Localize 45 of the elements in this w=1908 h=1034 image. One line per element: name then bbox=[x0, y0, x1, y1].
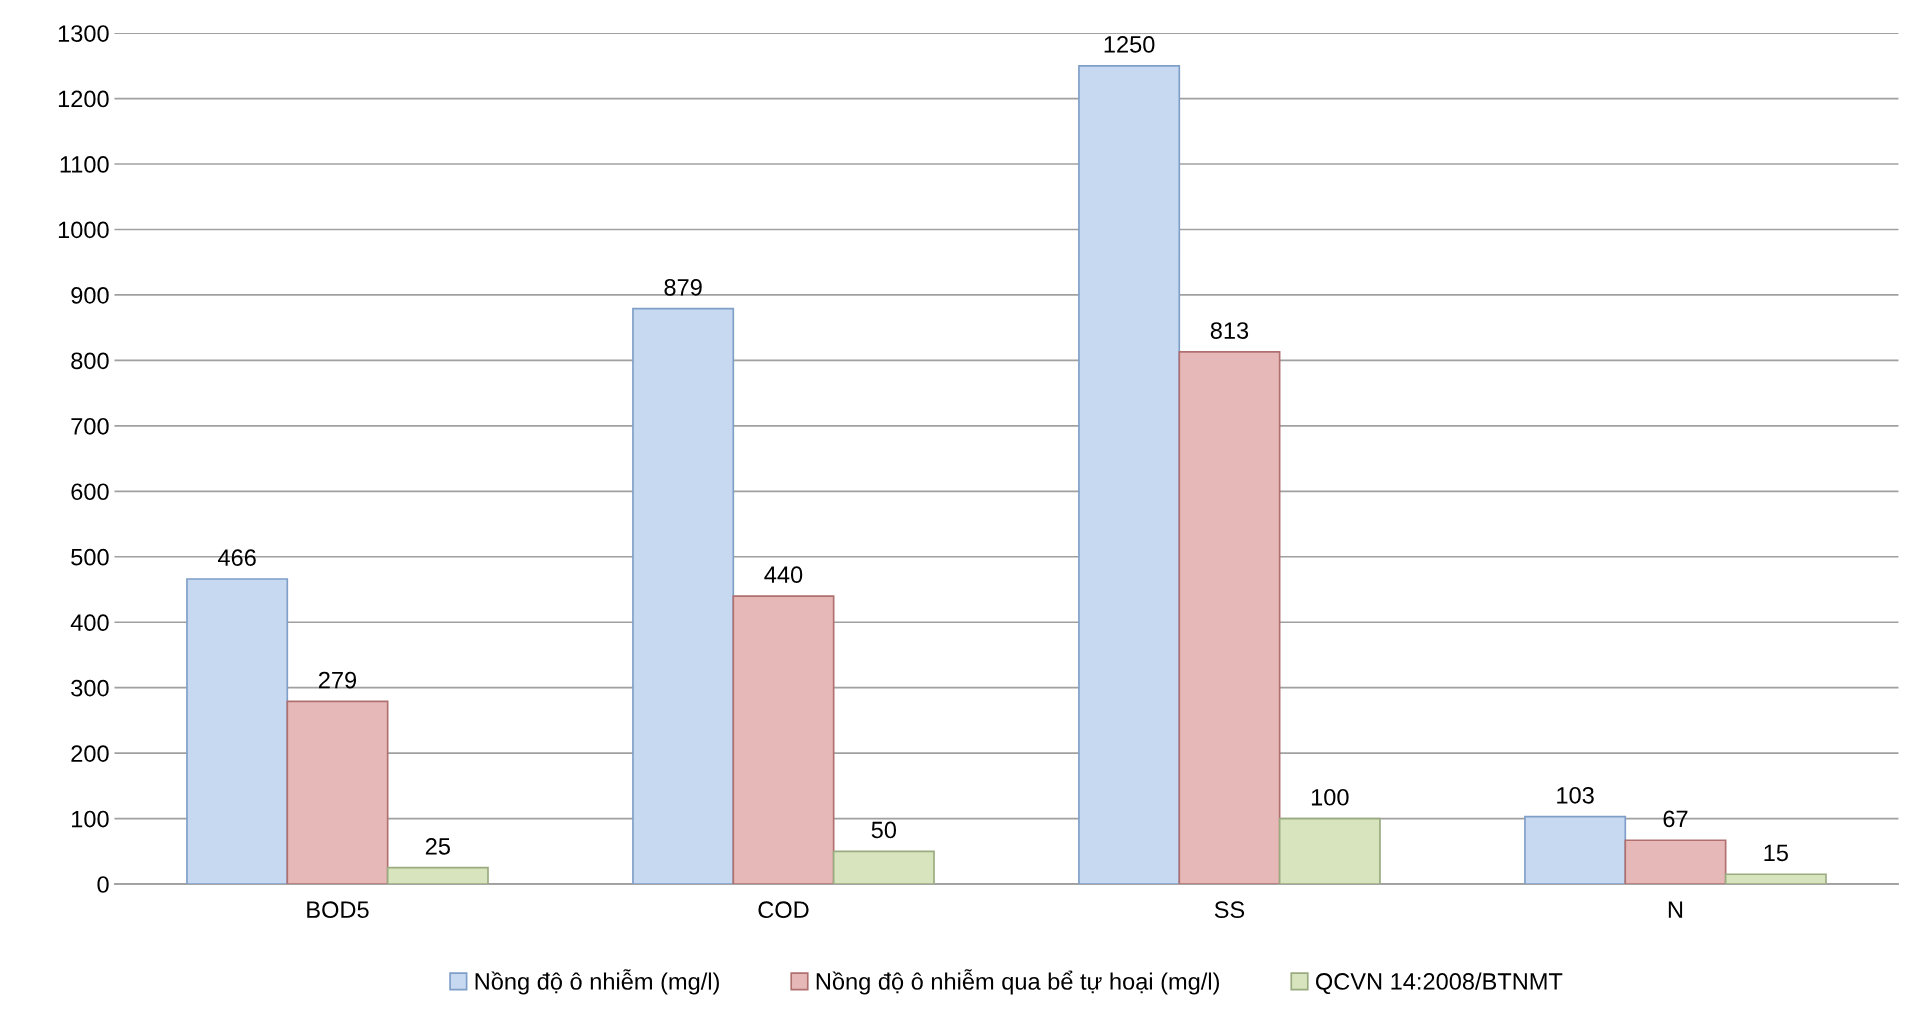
x-tick-label: SS bbox=[1214, 901, 1245, 919]
bar bbox=[732, 595, 835, 885]
legend-label: Nồng độ ô nhiễm qua bể tự hoại (mg/l) bbox=[816, 969, 1219, 995]
y-tick-label: 1000 bbox=[58, 221, 109, 239]
data-label: 279 bbox=[318, 671, 357, 689]
y-tick-label: 300 bbox=[71, 679, 109, 697]
bar bbox=[1178, 351, 1281, 885]
y-tick-label: 800 bbox=[71, 352, 109, 370]
data-label: 25 bbox=[425, 837, 450, 855]
bar bbox=[386, 866, 489, 885]
y-tick-label: 1200 bbox=[58, 90, 109, 108]
bar bbox=[1524, 815, 1627, 885]
bar bbox=[832, 850, 935, 885]
x-tick-label: BOD5 bbox=[307, 901, 369, 919]
data-label: 813 bbox=[1210, 322, 1249, 339]
y-tick-label: 700 bbox=[71, 417, 109, 435]
legend-label: QCVN 14:2008/BTNMT bbox=[1315, 972, 1563, 995]
data-label: 15 bbox=[1764, 844, 1788, 862]
y-tick-label: 900 bbox=[71, 287, 109, 304]
bar bbox=[286, 700, 389, 885]
y-tick-label: 500 bbox=[71, 548, 109, 566]
data-label: 67 bbox=[1663, 810, 1688, 828]
bar bbox=[632, 307, 735, 885]
y-tick-label: 0 bbox=[97, 876, 109, 893]
legend-label: Nồng độ ô nhiễm (mg/l) bbox=[475, 969, 719, 995]
data-label: 440 bbox=[764, 566, 803, 584]
bar bbox=[1724, 873, 1827, 885]
x-tick-label: COD bbox=[758, 901, 809, 919]
y-tick-label: 400 bbox=[70, 614, 109, 632]
data-label: 50 bbox=[871, 821, 897, 839]
y-tick-label: 200 bbox=[71, 745, 109, 762]
data-label: 879 bbox=[664, 278, 702, 296]
bar bbox=[186, 578, 289, 885]
data-label: 100 bbox=[1311, 788, 1349, 806]
bar bbox=[1278, 817, 1381, 885]
data-label: 466 bbox=[217, 549, 256, 567]
bar bbox=[1624, 839, 1727, 885]
bar bbox=[1078, 64, 1181, 885]
data-label: 1250 bbox=[1104, 36, 1155, 53]
data-label: 103 bbox=[1557, 786, 1594, 804]
y-tick-label: 100 bbox=[72, 810, 109, 828]
y-tick-label: 600 bbox=[71, 483, 109, 501]
y-tick-label: 1300 bbox=[58, 25, 109, 42]
y-tick-label: 1100 bbox=[60, 156, 109, 173]
x-tick-label: N bbox=[1668, 901, 1683, 918]
